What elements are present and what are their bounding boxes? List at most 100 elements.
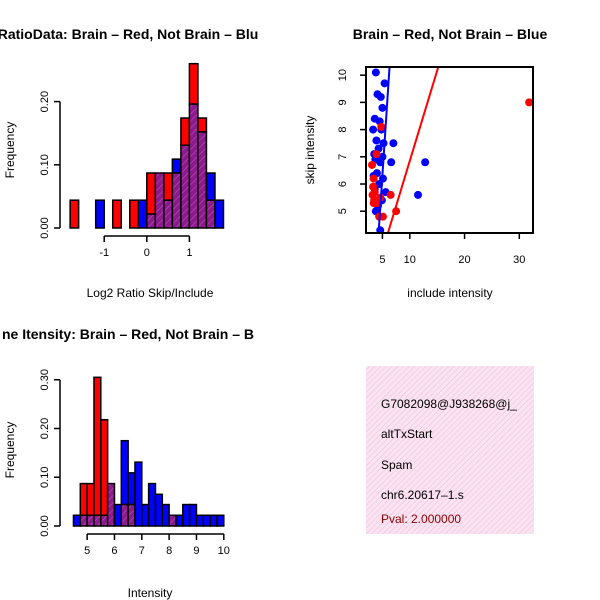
info-species: Spam bbox=[381, 458, 412, 472]
y-tick-label: 7 bbox=[337, 154, 349, 160]
histogram-bar bbox=[202, 514, 211, 527]
scatter-xlabel: include intensity bbox=[407, 286, 492, 300]
info-panel: G7082098@J938268@j_ altTxStart Spam chr6… bbox=[366, 366, 534, 534]
histogram-bar bbox=[69, 199, 80, 229]
not-brain-point bbox=[421, 158, 430, 167]
brain-point bbox=[368, 160, 377, 169]
brain-point bbox=[386, 190, 395, 199]
not-brain-point bbox=[372, 136, 381, 145]
not-brain-point bbox=[387, 158, 396, 167]
histogram-bar bbox=[141, 503, 150, 527]
y-tick-label: 8 bbox=[337, 127, 349, 133]
histogram-bar bbox=[127, 472, 136, 506]
x-tick-label: 8 bbox=[166, 545, 172, 557]
brain-point bbox=[377, 122, 386, 131]
histogram-bar bbox=[154, 493, 164, 527]
ratio-histogram-xlabel: Log2 Ratio Skip/Include bbox=[87, 286, 214, 300]
x-tick-label: 20 bbox=[458, 254, 470, 266]
x-tick-label: 10 bbox=[218, 545, 230, 557]
histogram-bar-overlap bbox=[120, 503, 129, 527]
histogram-bar bbox=[216, 514, 225, 527]
x-tick-label: 0 bbox=[144, 247, 150, 259]
ratio-histogram-bars bbox=[69, 62, 225, 229]
histogram-bar-overlap bbox=[168, 514, 177, 527]
info-panel-background bbox=[366, 366, 534, 534]
y-tick-label: 0.00 bbox=[39, 515, 51, 536]
not-brain-point bbox=[380, 79, 389, 88]
histogram-bar bbox=[188, 62, 199, 105]
intensity-histogram-xlabel: Intensity bbox=[128, 586, 173, 600]
brain-point bbox=[525, 98, 533, 107]
y-tick-label: 0.10 bbox=[39, 154, 51, 175]
info-event-type: altTxStart bbox=[381, 427, 433, 441]
histogram-bar-overlap bbox=[171, 172, 182, 229]
brain-point bbox=[369, 199, 378, 208]
histogram-bar bbox=[180, 117, 191, 146]
brain-fit-line bbox=[386, 67, 440, 233]
histogram-bar bbox=[72, 514, 82, 527]
info-location: chr6.20617–1.s bbox=[381, 488, 464, 502]
x-tick-label: 1 bbox=[186, 247, 192, 259]
not-brain-point bbox=[414, 190, 423, 199]
y-tick-label: 0.20 bbox=[39, 418, 51, 439]
scatter-panel: Brain – Red, Not Brain – Blue 5 10 20 30 5 6 7… bbox=[303, 26, 547, 300]
histogram-bar bbox=[86, 482, 95, 517]
info-pval: Pval: 2.000000 bbox=[381, 512, 461, 526]
x-tick-label: 9 bbox=[193, 545, 199, 557]
histogram-bar-overlap bbox=[188, 103, 199, 229]
intensity-histogram-panel: ne Itensity: Brain – Red, Not Brain – B … bbox=[2, 326, 254, 600]
histogram-bar-overlap bbox=[163, 199, 174, 229]
x-tick-label: 7 bbox=[139, 545, 145, 557]
brain-point bbox=[369, 174, 378, 183]
histogram-bar-overlap bbox=[205, 199, 216, 229]
x-tick-label: 10 bbox=[404, 254, 416, 266]
brain-point bbox=[378, 212, 387, 221]
not-brain-point bbox=[371, 68, 380, 77]
info-event-id: G7082098@J938268@j_ bbox=[381, 397, 517, 411]
histogram-bar bbox=[113, 503, 123, 527]
y-tick-label: 0.30 bbox=[39, 369, 51, 390]
histogram-bar bbox=[79, 482, 88, 517]
ratio-histogram-title: RatioData: Brain – Red, Not Brain – Blu bbox=[0, 26, 258, 42]
ratio-histogram-ylabel: Frequency bbox=[3, 122, 17, 179]
histogram-bar bbox=[175, 514, 184, 527]
histogram-bar-overlap bbox=[93, 514, 102, 527]
histogram-bar-overlap bbox=[79, 514, 88, 527]
histogram-bar bbox=[171, 158, 182, 174]
not-brain-point bbox=[389, 139, 398, 148]
y-tick-label: 0.10 bbox=[39, 467, 51, 488]
intensity-histogram-bars bbox=[72, 376, 225, 527]
ratio-histogram-panel: RatioData: Brain – Red, Not Brain – Blu … bbox=[0, 26, 258, 300]
histogram-bar bbox=[182, 503, 191, 527]
not-brain-fit-line bbox=[377, 67, 391, 233]
x-tick-label: 6 bbox=[111, 545, 117, 557]
scatter-ylabel: skip intensity bbox=[303, 116, 317, 185]
histogram-bar bbox=[147, 482, 157, 527]
x-tick-label: 30 bbox=[513, 254, 525, 266]
brain-point bbox=[372, 150, 381, 159]
histogram-bar-overlap bbox=[100, 514, 109, 527]
histogram-bar bbox=[214, 199, 225, 229]
histogram-bar bbox=[134, 461, 143, 527]
histogram-bar bbox=[161, 503, 170, 527]
intensity-histogram-title: ne Itensity: Brain – Red, Not Brain – B bbox=[2, 326, 254, 342]
x-tick-label: -1 bbox=[99, 247, 109, 259]
histogram-bar-overlap bbox=[86, 514, 95, 527]
histogram-bar bbox=[205, 172, 216, 201]
y-tick-label: 0.00 bbox=[39, 217, 51, 238]
histogram-bar-overlap bbox=[154, 172, 165, 229]
histogram-bar bbox=[93, 376, 102, 517]
histogram-bar-overlap bbox=[127, 503, 136, 527]
x-tick-label: 5 bbox=[84, 545, 90, 557]
histogram-bar bbox=[197, 117, 208, 133]
histogram-bar-overlap bbox=[146, 213, 157, 229]
y-tick-label: 0.20 bbox=[39, 91, 51, 112]
histogram-bar bbox=[94, 199, 105, 229]
histogram-bar-overlap bbox=[197, 131, 208, 229]
not-brain-point bbox=[369, 125, 378, 134]
scatter-title: Brain – Red, Not Brain – Blue bbox=[353, 26, 548, 42]
histogram-bar-overlap bbox=[106, 482, 116, 527]
ratio-histogram-axes: 0.00 0.10 0.20 -1 0 1 bbox=[39, 91, 192, 259]
histogram-bar bbox=[163, 172, 174, 201]
